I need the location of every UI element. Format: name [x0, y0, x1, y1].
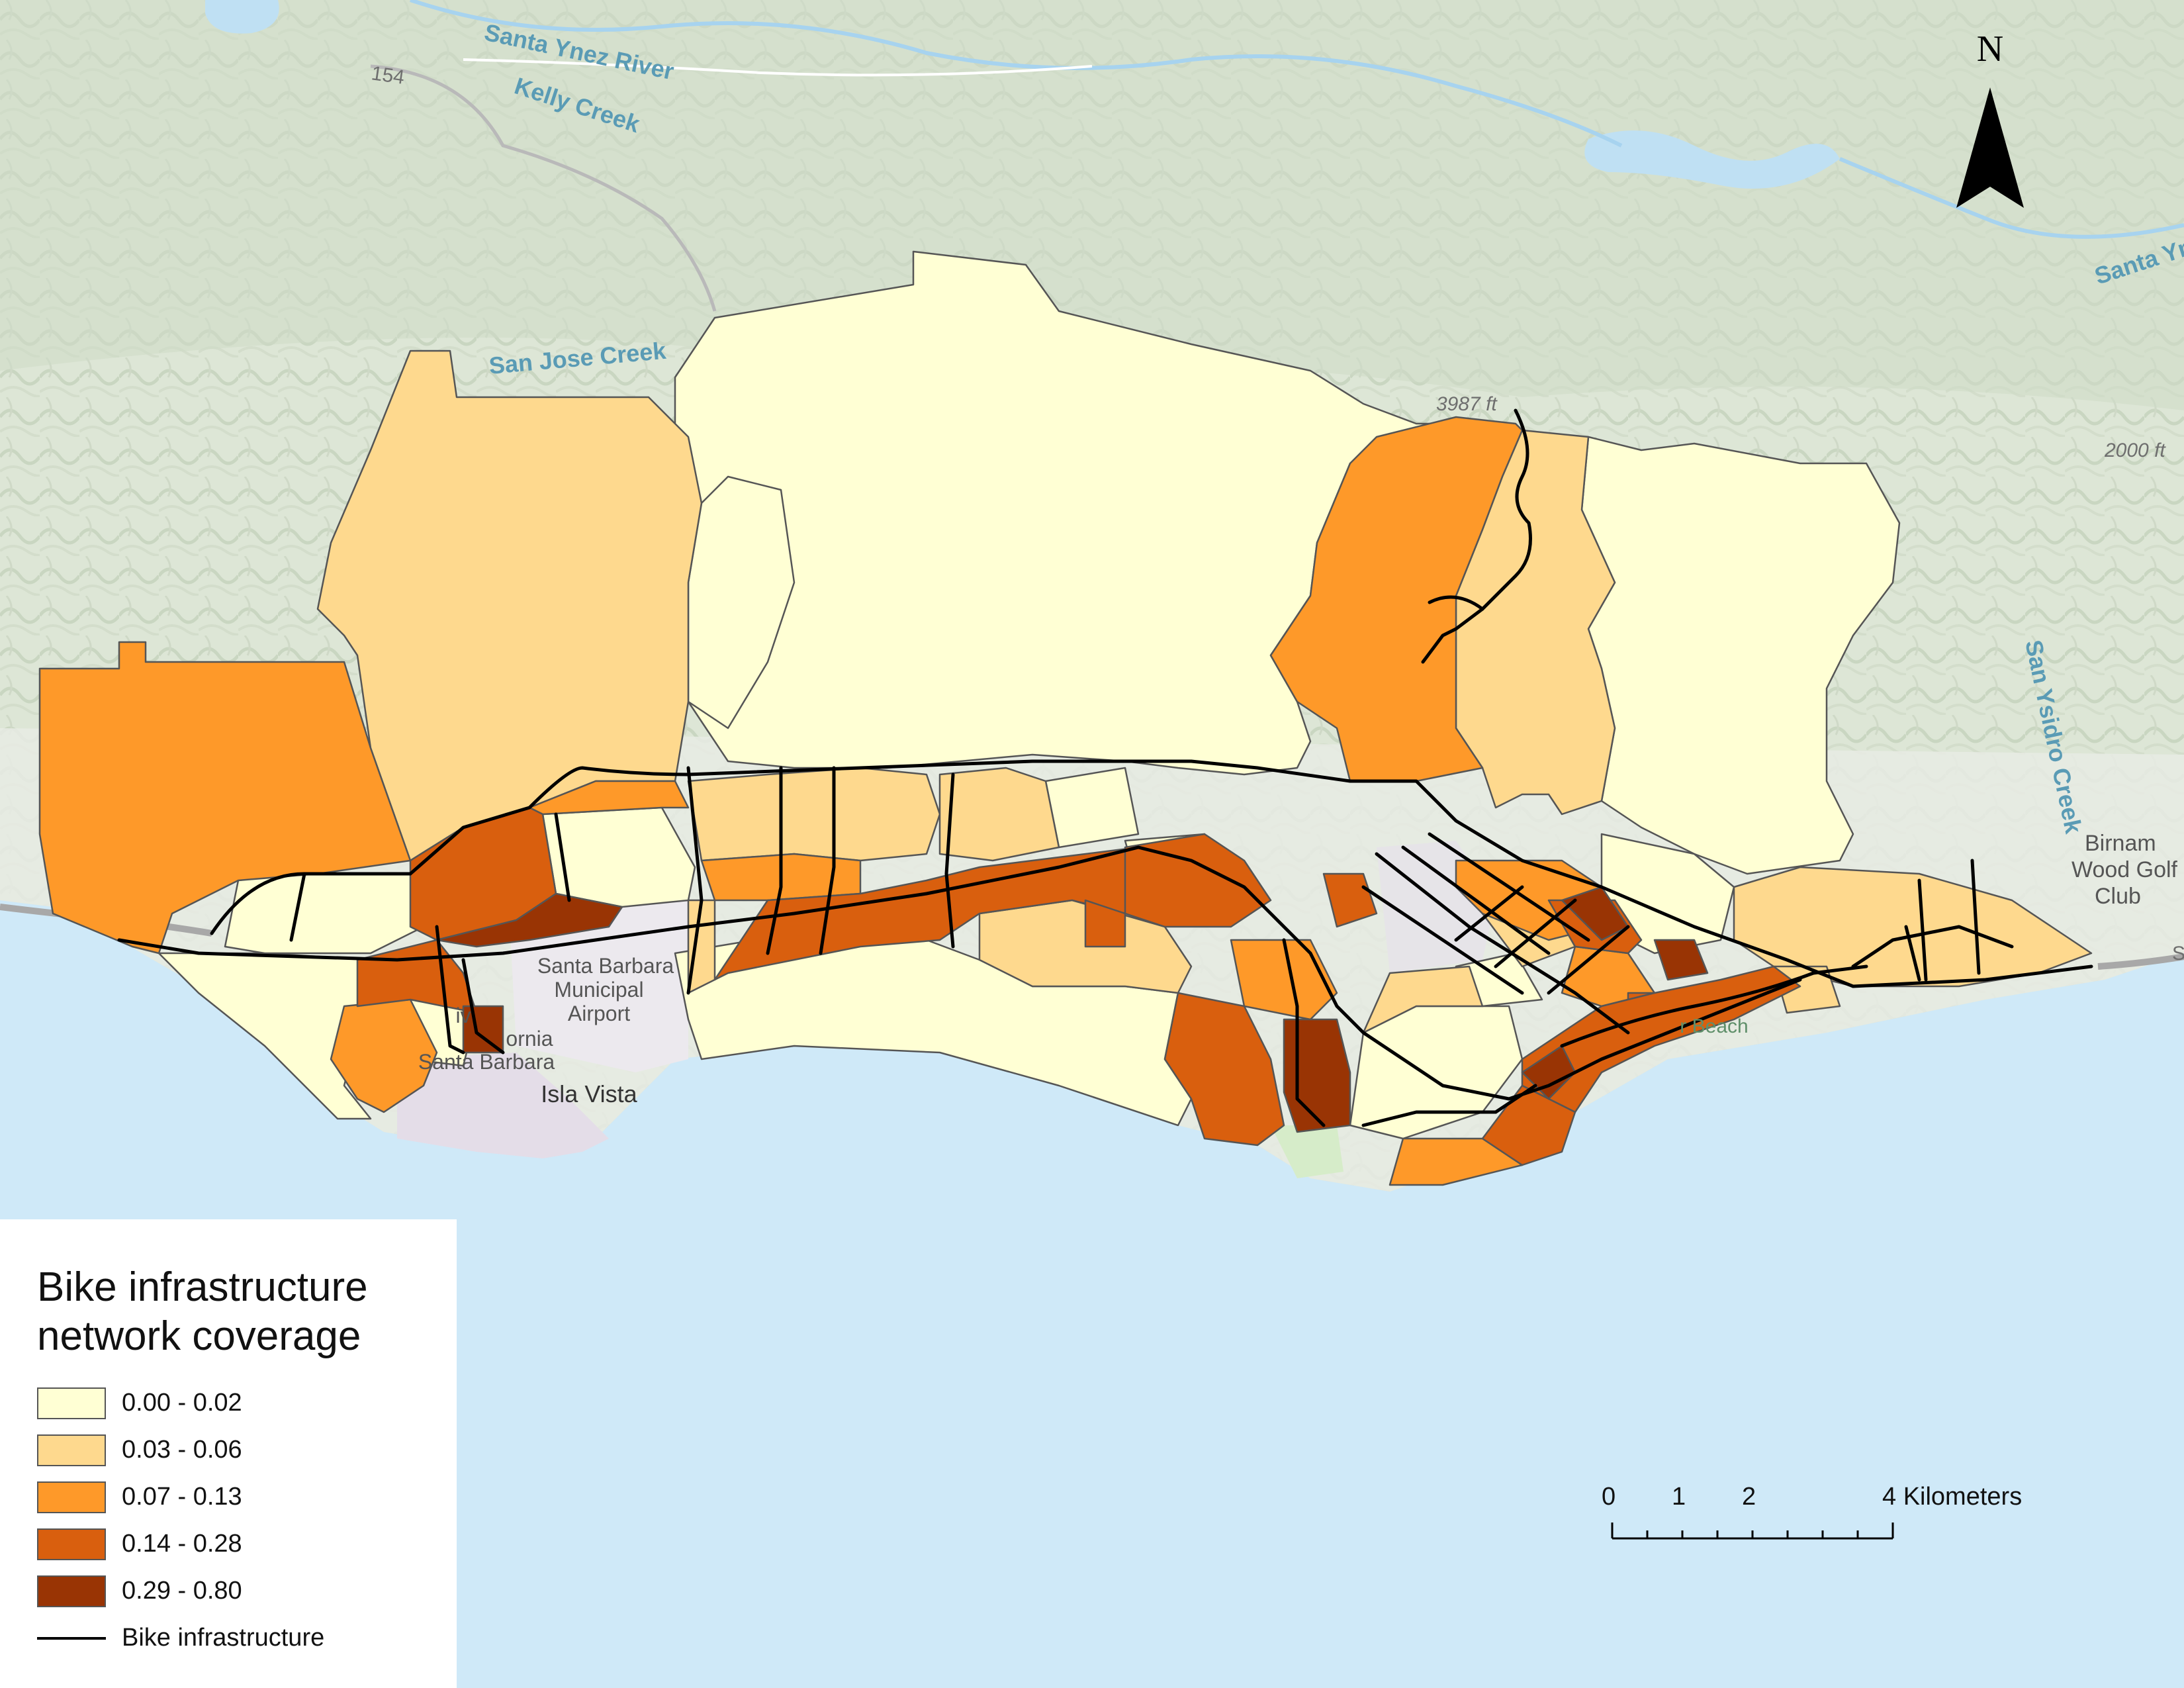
tract-downtown-a[interactable]	[1362, 965, 1484, 1034]
legend-title: Bike infrastructure network coverage	[37, 1263, 457, 1361]
bike-infrastructure-network	[117, 408, 2093, 1127]
north-letter: N	[1976, 28, 2004, 70]
label-highway-154: 154	[370, 62, 406, 89]
lake-cachuma	[205, 0, 279, 34]
label-birnam-2: Wood Golf	[2071, 857, 2178, 882]
tract-downtown-core-c[interactable]	[1653, 939, 1709, 981]
bike-route-hollister[interactable]	[117, 845, 1802, 1101]
bike-route-modoc[interactable]	[944, 773, 955, 949]
legend-item-class-1: 0.00 - 0.02	[37, 1380, 457, 1427]
bike-route-goleta-v[interactable]	[435, 925, 465, 1055]
bike-route-grid-6[interactable]	[1547, 925, 1630, 995]
university-area	[397, 1053, 609, 1158]
highway-fringe	[463, 58, 1093, 77]
tract-goleta-core[interactable]	[435, 892, 623, 948]
santa-ynez-river-line	[410, 0, 1623, 148]
bike-route-grid-1[interactable]	[1401, 845, 1551, 955]
airport-area	[510, 900, 688, 1072]
north-arrow-icon	[1956, 87, 2024, 208]
scale-tick-1: 1	[1672, 1483, 1686, 1511]
coverage-class-2-tracts	[316, 350, 2093, 1034]
legend-line-swatch	[37, 1636, 106, 1640]
tract-ridge-small[interactable]	[1044, 767, 1140, 849]
legend-item-class-2: 0.03 - 0.06	[37, 1427, 457, 1474]
bike-route-patterson[interactable]	[686, 766, 704, 995]
scale-tick-0: 0	[1602, 1483, 1616, 1511]
bike-route-turnpike[interactable]	[819, 766, 836, 955]
bike-route-goleta-n[interactable]	[289, 872, 306, 942]
scale-end-label: 4 Kilometers	[1882, 1483, 2023, 1511]
bike-route-canyon[interactable]	[1421, 408, 1532, 664]
legend-item-class-4: 0.14 - 0.28	[37, 1521, 457, 1568]
tract-central-upper[interactable]	[687, 767, 941, 862]
legend-label-class-5: 0.29 - 0.80	[122, 1577, 242, 1605]
tract-goleta-north[interactable]	[224, 872, 425, 955]
legend-item-bike-line: Bike infrastructure	[37, 1615, 457, 1662]
scale-bar-ruler	[1611, 1523, 1894, 1540]
bike-route-foothill[interactable]	[210, 759, 2093, 988]
tract-univ-core[interactable]	[462, 1005, 504, 1054]
park-area	[1271, 1125, 1343, 1178]
bike-route-grid-3[interactable]	[1361, 885, 1524, 995]
bike-route-san-marcos[interactable]	[766, 766, 783, 955]
coverage-class-4-tracts	[356, 806, 1801, 1166]
bike-route-grid-4[interactable]	[1454, 885, 1524, 942]
highway-101-right	[2097, 953, 2184, 970]
bike-route-east-link[interactable]	[1851, 925, 2014, 968]
bike-route-grid-2[interactable]	[1428, 832, 1590, 942]
bike-route-fairview[interactable]	[554, 812, 571, 902]
bike-route-univ[interactable]	[461, 958, 505, 1055]
tract-waterfront[interactable]	[1521, 965, 1801, 1113]
tract-far-west[interactable]	[38, 641, 412, 955]
tract-east-coast-a[interactable]	[1733, 866, 2093, 988]
legend-label-class-4: 0.14 - 0.28	[122, 1530, 242, 1558]
label-edge-s: S	[2172, 943, 2184, 964]
map-legend: Bike infrastructure network coverage 0.0…	[0, 1219, 457, 1688]
legend-swatch-class-1	[37, 1387, 106, 1419]
tract-west-coast-b[interactable]	[330, 998, 438, 1113]
legend-label-bike-line: Bike infrastructure	[122, 1624, 325, 1652]
tract-east-waterfront[interactable]	[1481, 1084, 1576, 1166]
lake-gibraltar	[1584, 130, 1840, 189]
tract-mid-south[interactable]	[1163, 992, 1285, 1147]
highway-154-line	[370, 64, 717, 312]
legend-label-class-1: 0.00 - 0.02	[122, 1389, 242, 1417]
tract-coast-east-b[interactable]	[1388, 1137, 1524, 1186]
label-contour-2000: 2000 ft	[2104, 440, 2166, 461]
legend-swatch-class-5	[37, 1575, 106, 1607]
legend-title-line1: Bike infrastructure	[37, 1264, 368, 1310]
north-arrow: N	[1951, 28, 2029, 220]
tract-airport-edge[interactable]	[687, 899, 716, 994]
bike-route-cabrillo[interactable]	[1560, 964, 1868, 1048]
legend-item-class-3: 0.07 - 0.13	[37, 1474, 457, 1521]
legend-label-class-3: 0.07 - 0.13	[122, 1483, 242, 1511]
label-birnam-3: Club	[2095, 884, 2141, 909]
legend-swatch-class-2	[37, 1434, 106, 1466]
legend-item-class-5: 0.29 - 0.80	[37, 1568, 457, 1615]
label-peak-3987: 3987 ft	[1436, 393, 1498, 415]
scale-tick-2: 2	[1742, 1483, 1756, 1511]
tract-mid-small[interactable]	[1084, 899, 1126, 948]
tract-mid-upper[interactable]	[1124, 833, 1272, 928]
legend-swatch-class-4	[37, 1528, 106, 1560]
river-right	[1839, 157, 2184, 239]
tract-ridge-north-1[interactable]	[687, 475, 796, 729]
bike-route-shoreline[interactable]	[1361, 1084, 1537, 1127]
bike-route-grid-5[interactable]	[1494, 898, 1577, 968]
legend-title-line2: network coverage	[37, 1313, 361, 1359]
tract-mesa-core[interactable]	[1283, 1018, 1351, 1133]
coverage-class-1-tracts	[158, 250, 1901, 1140]
bike-route-canyon-spur[interactable]	[1428, 595, 1484, 611]
mountain-shading	[0, 0, 2184, 410]
legend-label-class-2: 0.03 - 0.06	[122, 1436, 242, 1464]
label-birnam-1: Birnam	[2085, 831, 2156, 856]
bike-route-state-st[interactable]	[1375, 852, 1630, 1035]
scale-bar: 0 1 2 4 Kilometers	[1602, 1483, 2065, 1549]
legend-swatch-class-3	[37, 1481, 106, 1513]
bike-route-mesa[interactable]	[1282, 938, 1326, 1127]
tract-center-a[interactable]	[938, 767, 1060, 862]
